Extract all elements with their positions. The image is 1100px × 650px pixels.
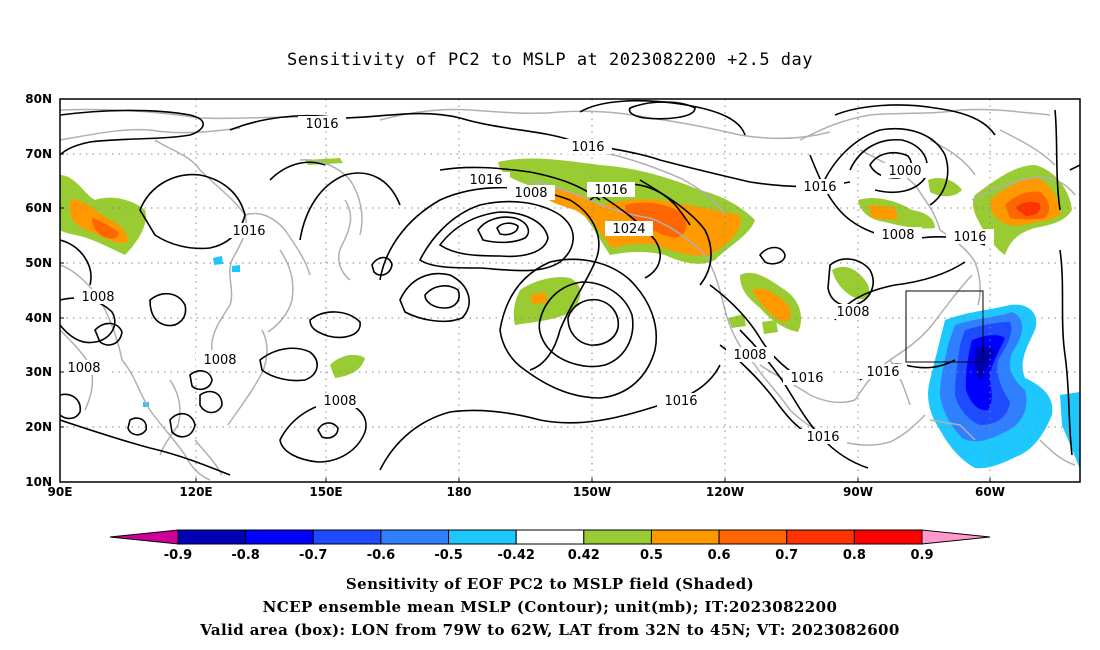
positive-sensitivity-shading xyxy=(60,158,1072,378)
colorbar-box xyxy=(448,529,517,545)
contour-label-1016-a: 1016 xyxy=(298,116,346,132)
lon-label-60w: 60W xyxy=(975,485,1005,499)
colorbar-box xyxy=(718,529,788,545)
map-frame xyxy=(59,98,1081,483)
lat-label-30n: 30N xyxy=(25,365,52,379)
svg-text:1008: 1008 xyxy=(67,361,100,376)
colorbar-label: 0.42 xyxy=(568,548,600,563)
colorbar-box xyxy=(786,529,855,545)
contour-label-1016-h: 1016 xyxy=(783,370,831,386)
colorbar-box xyxy=(245,529,314,545)
contour-label-1016-k: 1016 xyxy=(799,429,847,445)
contour-label-1024: 1024 xyxy=(605,221,653,237)
contour-label-1000: 1000 xyxy=(881,163,929,179)
contour-label-1008-f: 1008 xyxy=(726,347,774,363)
lon-label-90w: 90W xyxy=(843,485,873,499)
svg-text:1016: 1016 xyxy=(305,117,338,132)
svg-text:1016: 1016 xyxy=(571,140,604,155)
contour-label-1016-e: 1016 xyxy=(796,179,844,195)
colorbar-label: 0.5 xyxy=(640,548,663,563)
lat-label-10n: 10N xyxy=(25,475,52,489)
svg-text:1008: 1008 xyxy=(81,290,114,305)
longitude-labels: 90E 120E 150E 180 150W 120W 90W 60W xyxy=(48,485,1005,499)
svg-text:1016: 1016 xyxy=(866,365,899,380)
svg-text:1016: 1016 xyxy=(803,180,836,195)
svg-text:1008: 1008 xyxy=(323,394,356,409)
map-title: Sensitivity of PC2 to MSLP at 2023082200… xyxy=(286,50,813,70)
svg-text:1008: 1008 xyxy=(836,305,869,320)
svg-text:1016: 1016 xyxy=(469,173,502,188)
contour-label-1008-h: 1008 xyxy=(874,227,922,243)
contour-label-1016-f: 1016 xyxy=(225,223,273,239)
contour-label-1016-j: 1016 xyxy=(657,393,705,409)
lat-label-70n: 70N xyxy=(25,147,52,161)
contour-label-1008-b: 1008 xyxy=(74,289,122,305)
lon-label-150w: 150W xyxy=(573,485,611,499)
contour-label-1008-d: 1008 xyxy=(60,360,108,376)
colorbar-label: 0.7 xyxy=(775,548,798,563)
lon-label-90e: 90E xyxy=(48,485,73,499)
footer-line-2: NCEP ensemble mean MSLP (Contour); unit(… xyxy=(262,598,838,616)
contour-label-1008-c: 1008 xyxy=(196,352,244,368)
colorbar-label: 0.6 xyxy=(708,548,731,563)
contour-label-1008-e: 1008 xyxy=(316,393,364,409)
svg-text:1016: 1016 xyxy=(953,230,986,245)
mslp-contours xyxy=(60,99,1080,476)
colorbar-label: -0.5 xyxy=(434,548,462,563)
colorbar-label: -0.9 xyxy=(164,548,192,563)
latitude-labels: 80N 70N 60N 50N 40N 30N 20N 10N xyxy=(25,92,52,489)
valid-area-box xyxy=(905,290,984,363)
svg-text:1016: 1016 xyxy=(790,371,823,386)
colorbar-box xyxy=(380,529,450,545)
lon-label-150e: 150E xyxy=(309,485,342,499)
svg-text:1008: 1008 xyxy=(514,186,547,201)
colorbar-label: -0.42 xyxy=(497,548,534,563)
svg-text:1008: 1008 xyxy=(733,348,766,363)
lat-label-80n: 80N xyxy=(25,92,52,106)
lat-label-50n: 50N xyxy=(25,256,52,270)
colorbar-label: -0.8 xyxy=(231,548,259,563)
colorbar: -0.9 -0.8 -0.7 -0.6 -0.5 -0.42 0.42 0.5 0.6 0.7 0.… xyxy=(109,529,991,563)
svg-text:1008: 1008 xyxy=(881,228,914,243)
colorbar-label: -0.7 xyxy=(299,548,327,563)
colorbar-box xyxy=(583,529,652,545)
lon-label-120e: 120E xyxy=(179,485,212,499)
svg-text:1008: 1008 xyxy=(203,353,236,368)
colorbar-arrow-low xyxy=(109,529,179,545)
colorbar-label: 0.9 xyxy=(910,548,933,563)
lon-label-120w: 120W xyxy=(706,485,744,499)
lat-label-40n: 40N xyxy=(25,311,52,325)
footer-line-3: Valid area (box): LON from 79W to 62W, L… xyxy=(200,621,900,639)
contour-label-1016-g: 1016 xyxy=(946,229,994,245)
svg-text:1016: 1016 xyxy=(232,224,265,239)
contour-label-1016-b: 1016 xyxy=(564,139,612,155)
lat-label-60n: 60N xyxy=(25,201,52,215)
colorbar-label: -0.6 xyxy=(367,548,395,563)
colorbar-box xyxy=(312,529,382,545)
colorbar-arrow-high xyxy=(921,529,991,545)
svg-text:1016: 1016 xyxy=(806,430,839,445)
contour-label-1008-g: 1008 xyxy=(829,304,877,320)
contour-labels: 1016 1016 1016 1016 1016 1016 1016 1016 … xyxy=(60,116,994,445)
contour-label-1016-d: 1016 xyxy=(587,182,635,198)
svg-text:1016: 1016 xyxy=(664,394,697,409)
colorbar-label: 0.8 xyxy=(843,548,866,563)
axis-ticks xyxy=(60,98,991,483)
colorbar-box xyxy=(515,529,585,545)
colorbar-box xyxy=(853,529,923,545)
svg-text:1024: 1024 xyxy=(612,222,645,237)
colorbar-box xyxy=(177,529,247,545)
contour-label-1016-i: 1016 xyxy=(859,364,907,380)
svg-text:1000: 1000 xyxy=(888,164,921,179)
contour-label-1008-a: 1008 xyxy=(507,185,555,201)
svg-text:1016: 1016 xyxy=(594,183,627,198)
lat-label-20n: 20N xyxy=(25,420,52,434)
colorbar-box xyxy=(650,529,720,545)
lon-label-180: 180 xyxy=(446,485,471,499)
footer-line-1: Sensitivity of EOF PC2 to MSLP field (Sh… xyxy=(345,575,755,593)
gridlines xyxy=(60,99,1080,482)
contour-label-1016-c: 1016 xyxy=(462,172,510,188)
